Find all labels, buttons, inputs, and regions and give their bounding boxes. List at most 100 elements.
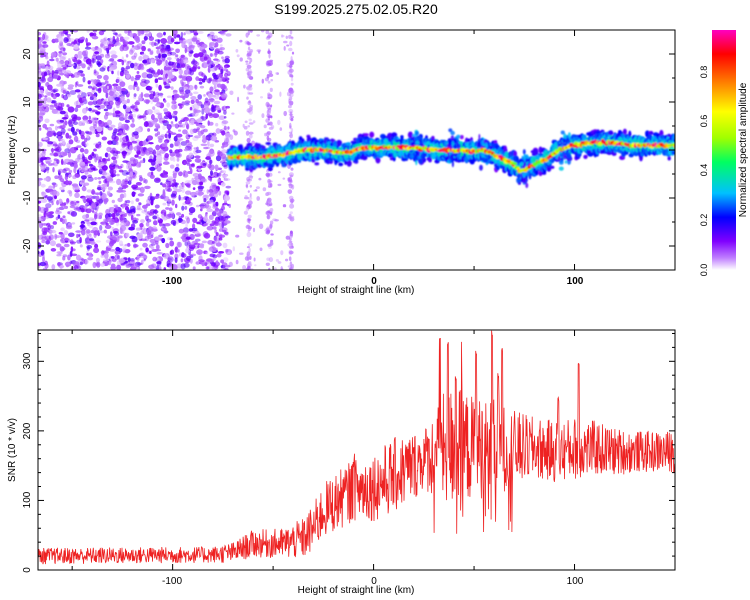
noise-blob bbox=[188, 246, 195, 251]
ridge-halo bbox=[359, 139, 363, 144]
noise-blob bbox=[106, 119, 113, 126]
noise-blob bbox=[288, 177, 292, 182]
noise-blob bbox=[285, 35, 288, 39]
noise-blob bbox=[220, 83, 226, 90]
noise-blob bbox=[99, 67, 106, 72]
noise-blob bbox=[38, 85, 45, 90]
noise-blob bbox=[129, 259, 135, 265]
noise-blob bbox=[167, 176, 174, 182]
ridge-halo bbox=[338, 162, 344, 167]
noise-blob bbox=[55, 111, 62, 115]
noise-blob bbox=[49, 58, 55, 62]
noise-blob bbox=[261, 113, 265, 118]
noise-blob bbox=[58, 198, 63, 204]
noise-blob bbox=[80, 134, 85, 140]
noise-blob bbox=[165, 213, 172, 219]
noise-blob bbox=[213, 58, 219, 61]
noise-blob bbox=[242, 265, 247, 270]
noise-blob bbox=[38, 119, 41, 124]
noise-blob bbox=[246, 231, 252, 238]
noise-blob bbox=[169, 164, 175, 169]
noise-blob bbox=[42, 41, 47, 44]
noise-blob bbox=[57, 36, 64, 43]
noise-blob bbox=[171, 104, 177, 110]
noise-blob bbox=[168, 207, 173, 211]
noise-blob bbox=[100, 38, 105, 43]
noise-blob bbox=[148, 36, 154, 41]
noise-blob bbox=[194, 155, 201, 159]
noise-blob bbox=[49, 123, 55, 127]
noise-blob bbox=[157, 39, 160, 44]
noise-blob bbox=[209, 86, 214, 92]
noise-blob bbox=[131, 117, 135, 123]
noise-blob bbox=[185, 132, 190, 139]
noise-blob bbox=[43, 177, 49, 181]
noise-blob bbox=[85, 208, 92, 214]
noise-blob bbox=[178, 228, 185, 234]
noise-blob bbox=[179, 89, 185, 95]
noise-blob bbox=[170, 121, 174, 124]
noise-blob bbox=[114, 110, 121, 114]
noise-blob bbox=[91, 86, 97, 90]
noise-blob bbox=[73, 163, 78, 169]
noise-blob bbox=[216, 253, 222, 258]
noise-blob bbox=[58, 206, 65, 211]
noise-blob bbox=[178, 185, 185, 190]
ridge-halo bbox=[428, 157, 432, 163]
noise-blob bbox=[140, 238, 147, 242]
noise-blob bbox=[60, 239, 63, 242]
noise-blob bbox=[189, 168, 193, 175]
noise-blob bbox=[167, 61, 175, 66]
noise-blob bbox=[155, 83, 159, 88]
noise-blob bbox=[183, 148, 189, 152]
noise-blob bbox=[89, 233, 92, 237]
noise-blob bbox=[150, 200, 154, 206]
noise-blob bbox=[73, 265, 79, 270]
noise-blob bbox=[108, 66, 114, 72]
noise-blob bbox=[149, 155, 153, 162]
noise-blob bbox=[244, 120, 248, 124]
noise-blob bbox=[239, 57, 243, 62]
noise-blob bbox=[169, 156, 174, 161]
noise-blob bbox=[165, 207, 170, 210]
noise-blob bbox=[40, 215, 46, 222]
noise-blob bbox=[142, 204, 148, 209]
noise-blob bbox=[170, 132, 177, 135]
noise-blob bbox=[169, 250, 173, 255]
noise-blob bbox=[161, 225, 165, 230]
noise-blob bbox=[112, 258, 117, 263]
noise-blob bbox=[79, 37, 84, 40]
noise-blob bbox=[145, 99, 150, 105]
noise-blob bbox=[103, 218, 108, 223]
noise-blob bbox=[101, 158, 106, 162]
noise-blob bbox=[160, 38, 168, 44]
noise-blob bbox=[103, 108, 109, 112]
noise-blob bbox=[94, 51, 99, 54]
noise-blob bbox=[116, 189, 124, 193]
noise-blob bbox=[47, 224, 51, 231]
noise-blob bbox=[186, 38, 193, 44]
noise-blob bbox=[147, 195, 153, 201]
noise-blob bbox=[52, 221, 57, 225]
noise-blob bbox=[179, 37, 185, 41]
noise-blob bbox=[215, 128, 221, 134]
noise-blob bbox=[88, 115, 92, 120]
noise-blob bbox=[79, 102, 84, 106]
noise-blob bbox=[38, 112, 44, 119]
noise-blob bbox=[213, 84, 217, 90]
noise-blob bbox=[95, 133, 100, 138]
noise-blob bbox=[66, 104, 70, 108]
noise-blob bbox=[269, 220, 274, 225]
noise-blob bbox=[105, 222, 109, 226]
noise-blob bbox=[173, 93, 180, 99]
noise-blob bbox=[181, 101, 185, 106]
noise-blob bbox=[221, 95, 228, 98]
noise-blob bbox=[125, 65, 131, 70]
noise-blob bbox=[225, 105, 230, 109]
noise-blob bbox=[121, 151, 128, 155]
noise-blob bbox=[212, 210, 219, 213]
noise-blob bbox=[95, 143, 100, 149]
noise-blob bbox=[289, 132, 293, 139]
noise-blob bbox=[256, 49, 262, 52]
noise-blob bbox=[130, 62, 135, 69]
